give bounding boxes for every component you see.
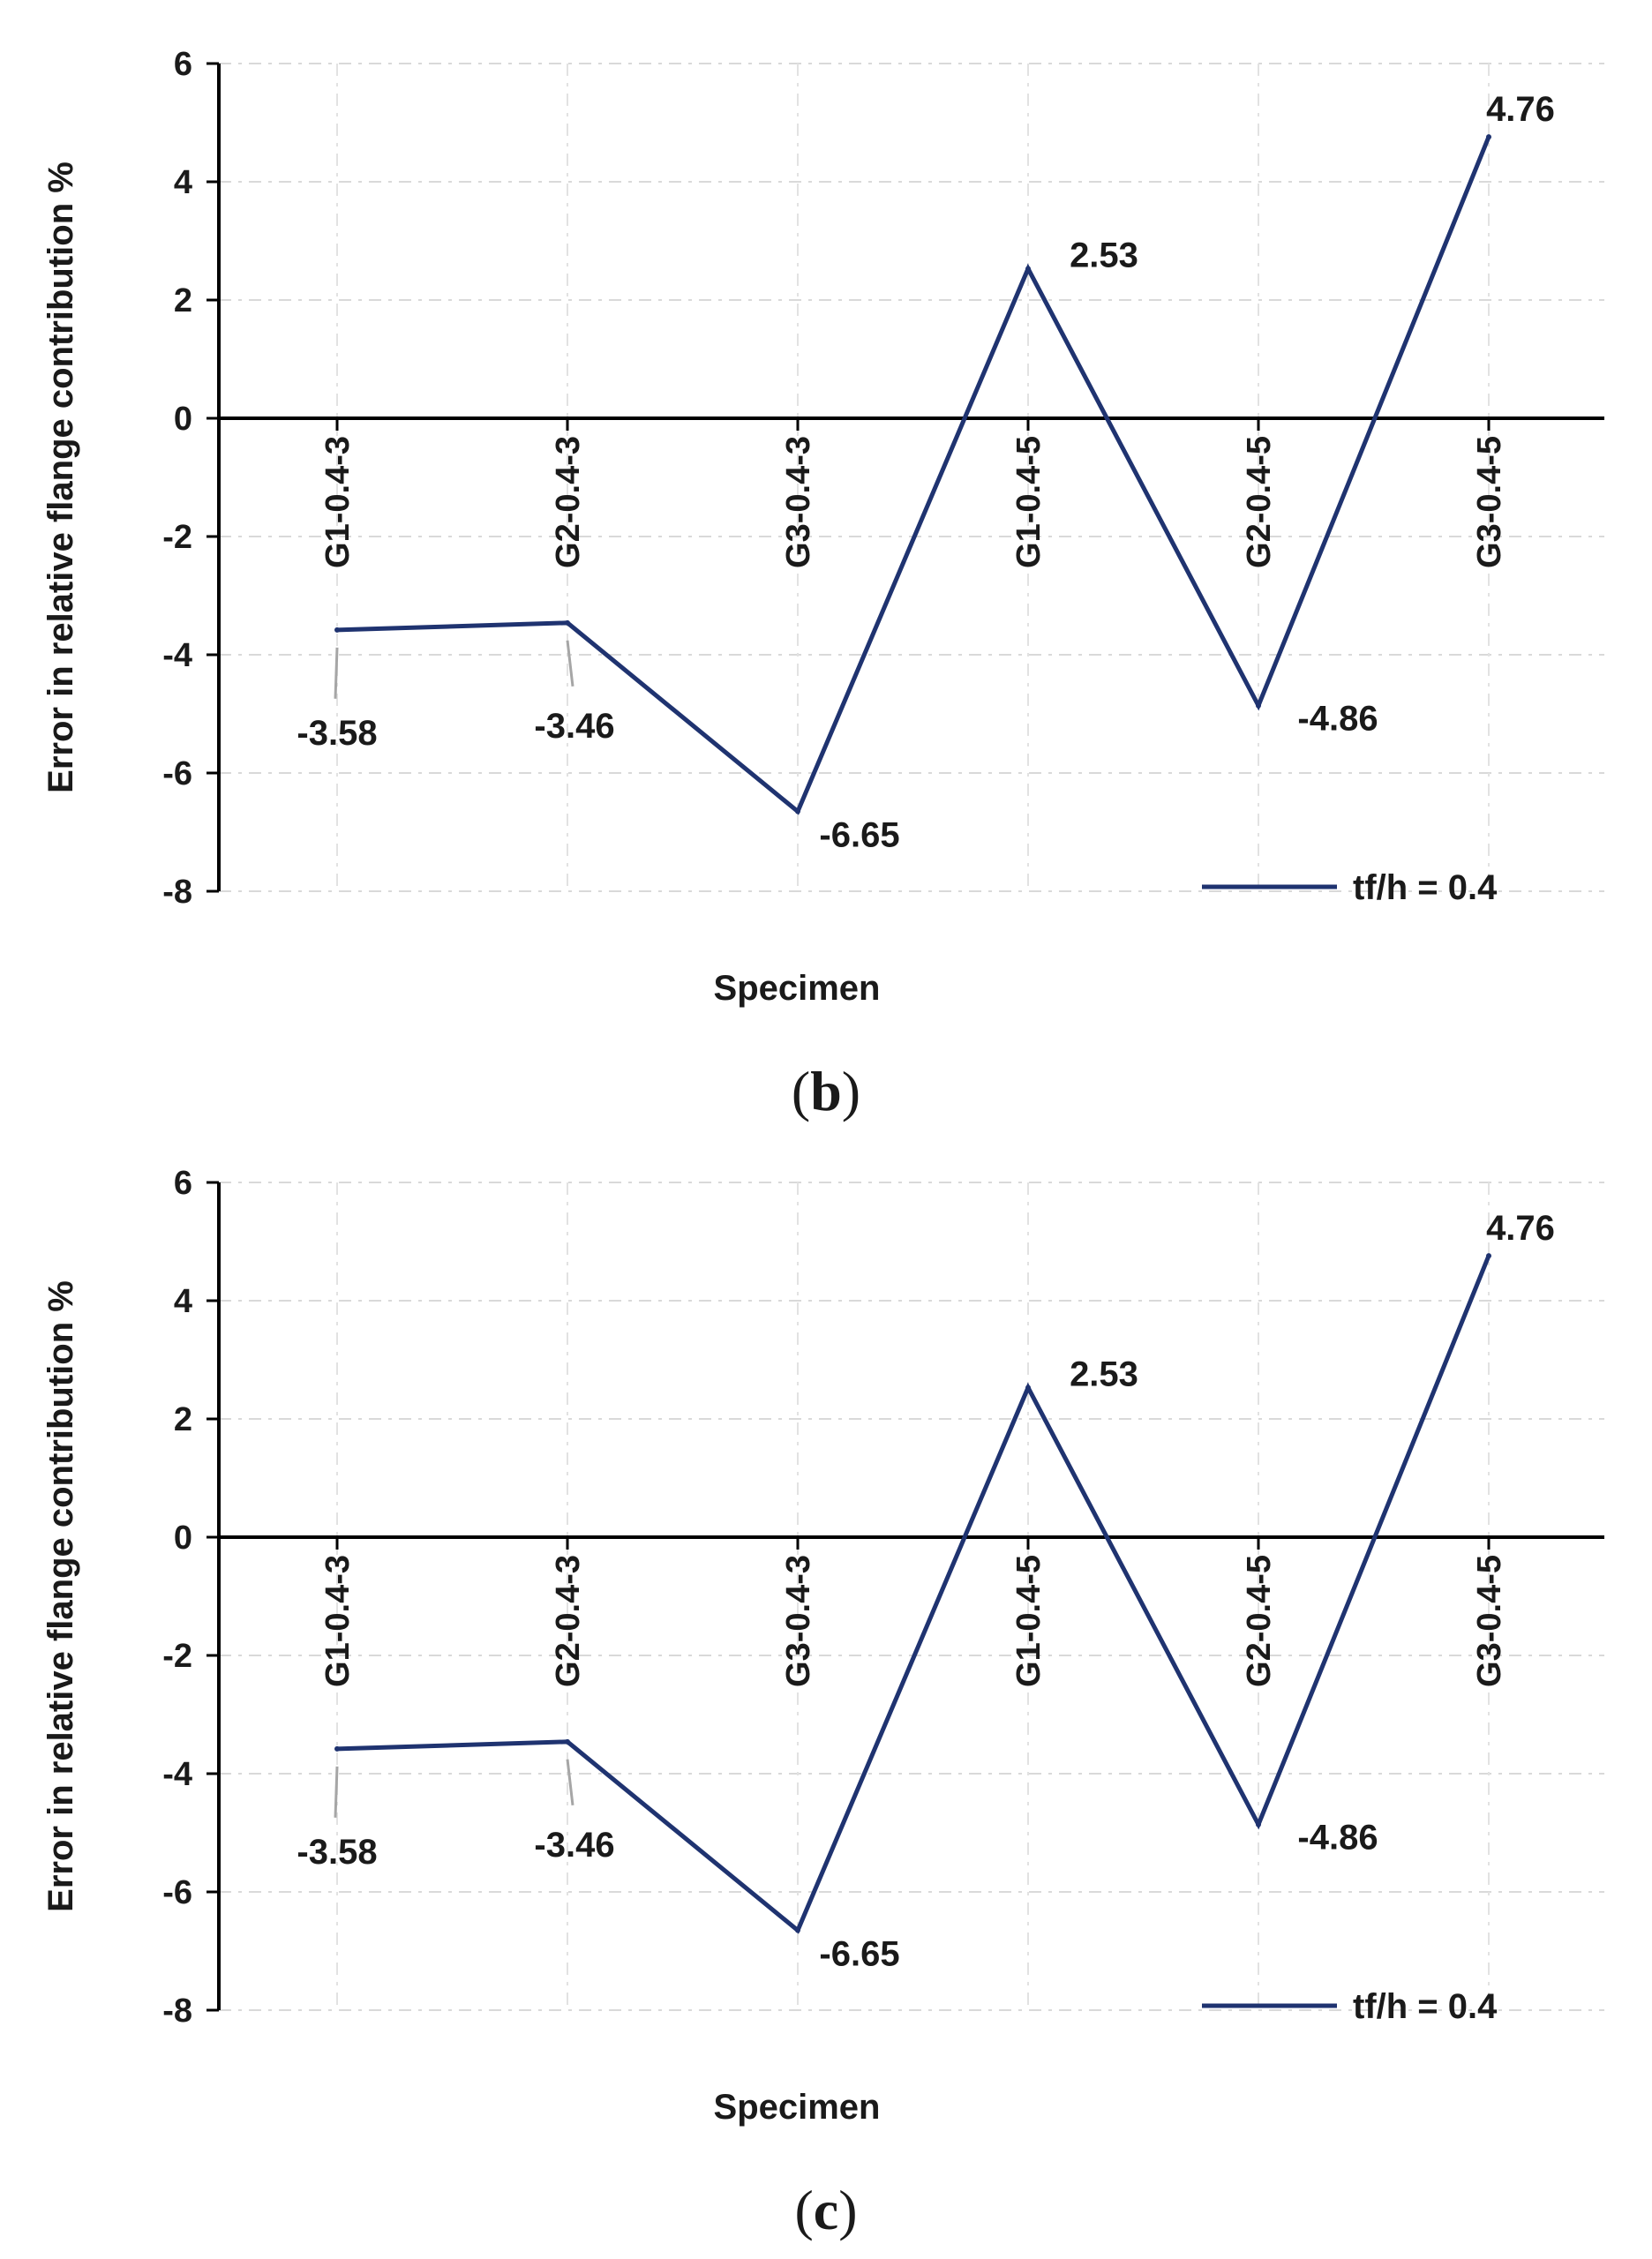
data-label: -6.65 (819, 816, 899, 855)
data-label-leader (566, 640, 574, 687)
data-point (1256, 1821, 1261, 1827)
data-point (795, 1927, 800, 1933)
data-label: 2.53 (1070, 236, 1138, 274)
data-label: -3.46 (534, 1826, 614, 1865)
data-label: -3.46 (534, 707, 614, 746)
y-tick-label: -2 (162, 1638, 192, 1675)
x-category-label: G2-0.4-3 (550, 436, 587, 568)
data-label: -3.58 (297, 1833, 377, 1872)
y-axis-title: Error in relative flange contribution % (41, 1280, 80, 1912)
x-category-label: G3-0.4-3 (780, 436, 817, 568)
x-axis-title: Specimen (714, 969, 881, 1008)
y-tick-label: 0 (174, 401, 192, 438)
line-chart-c: 6 4 2 0 -2 -4 -6 -8 G1-0.4-3 G2-0.4-3 G3-0.4-3 G1-0… (41, 1165, 1604, 2127)
data-point (565, 1738, 570, 1745)
legend-label: tf/h = 0.4 (1353, 1987, 1498, 2026)
x-category-label: G1-0.4-5 (1010, 436, 1048, 568)
data-label-leader (334, 1766, 339, 1818)
y-tick-label: 6 (174, 46, 192, 83)
y-tick-label: -2 (162, 519, 192, 556)
data-point (1486, 1253, 1491, 1259)
series-line (336, 136, 1491, 815)
x-category-label: G3-0.4-3 (780, 1555, 817, 1687)
y-axis-title: Error in relative flange contribution % (41, 161, 80, 793)
x-category-label: G1-0.4-3 (319, 1555, 357, 1687)
data-label: -6.65 (819, 1935, 899, 1974)
y-tick-label: -8 (162, 1993, 192, 2030)
data-point (1025, 1385, 1031, 1391)
data-label: 4.76 (1486, 90, 1555, 129)
y-tick-label: 6 (174, 1165, 192, 1202)
data-point (1025, 266, 1031, 272)
data-label: 4.76 (1486, 1209, 1555, 1248)
x-category-label: G2-0.4-5 (1241, 1555, 1278, 1687)
y-tick-label: 2 (174, 282, 192, 319)
data-point (1486, 134, 1491, 140)
data-label: -3.58 (297, 714, 377, 753)
chart-panel-c: 6 4 2 0 -2 -4 -6 -8 G1-0.4-3 G2-0.4-3 G3-0.4-3 G1-0… (0, 1119, 1652, 2248)
x-category-label: G3-0.4-5 (1471, 1555, 1508, 1687)
y-tick-label: 2 (174, 1401, 192, 1438)
data-label-leader (334, 647, 339, 699)
data-point (565, 619, 570, 626)
legend-label: tf/h = 0.4 (1353, 868, 1498, 907)
x-category-label: G1-0.4-5 (1010, 1555, 1048, 1687)
y-tick-label: -4 (162, 637, 192, 674)
data-point (795, 808, 800, 814)
data-point (334, 627, 340, 633)
x-category-label: G1-0.4-3 (319, 436, 357, 568)
chart-panel-b: 6 4 2 0 -2 -4 -6 -8 G1-0.4-3 G2-0.4-3 G3-0.4-3 G1-0… (41, 46, 1604, 1122)
data-label: -4.86 (1297, 1819, 1378, 1857)
caption-c: (c) (794, 2179, 858, 2241)
y-tick-label: -8 (162, 874, 192, 911)
y-tick-label: 4 (174, 164, 192, 201)
x-category-label: G3-0.4-5 (1471, 436, 1508, 568)
data-point (1256, 702, 1261, 709)
y-tick-label: 0 (174, 1520, 192, 1557)
x-axis-title: Specimen (714, 2088, 881, 2127)
series-line (336, 1255, 1491, 1934)
data-label-leader (566, 1759, 574, 1805)
caption-b: (b) (791, 1060, 861, 1122)
x-category-label: G2-0.4-5 (1241, 436, 1278, 568)
x-category-label: G2-0.4-3 (550, 1555, 587, 1687)
y-tick-label: -4 (162, 1756, 192, 1793)
y-tick-label: 4 (174, 1283, 192, 1320)
y-tick-label: -6 (162, 755, 192, 792)
data-label: 2.53 (1070, 1355, 1138, 1393)
data-point (334, 1745, 340, 1752)
y-tick-label: -6 (162, 1874, 192, 1911)
line-chart-b: 6 4 2 0 -2 -4 -6 -8 G1-0.4-3 G2-0.4-3 G3-0.4-3 G1-0… (41, 46, 1604, 1008)
data-label: -4.86 (1297, 700, 1378, 739)
